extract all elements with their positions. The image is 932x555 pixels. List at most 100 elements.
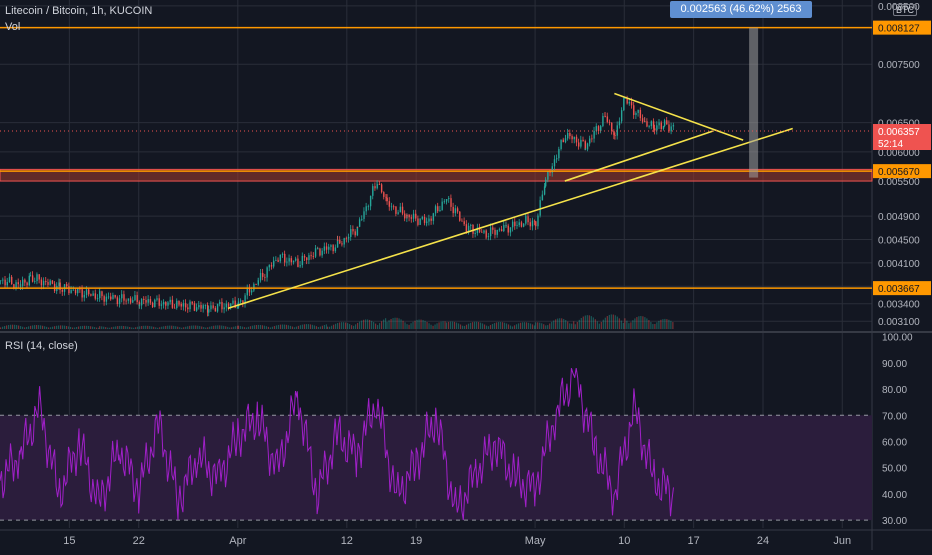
candle-body	[461, 220, 463, 222]
candle-body	[470, 224, 472, 226]
volume-bar	[38, 325, 40, 329]
volume-bar	[400, 319, 402, 329]
candle-body	[112, 295, 114, 300]
volume-bar	[195, 325, 197, 329]
volume-bar	[201, 326, 203, 329]
volume-bar	[414, 320, 416, 329]
candle-body	[94, 293, 97, 299]
candle-body	[374, 186, 376, 189]
volume-bar	[664, 318, 666, 329]
candle-body	[178, 303, 180, 305]
candle-body	[29, 275, 32, 277]
candle-body	[262, 272, 264, 277]
candle-body	[301, 255, 304, 266]
candle-body	[441, 201, 443, 210]
volume-bar	[44, 326, 46, 329]
volume-bar	[237, 325, 239, 329]
candle-body	[191, 301, 193, 304]
candle-body	[549, 171, 551, 173]
volume-bar	[20, 326, 22, 329]
rsi-line	[0, 367, 674, 521]
candle-body	[654, 128, 656, 131]
volume-bar	[428, 323, 430, 329]
x-tick-label: 17	[688, 535, 700, 547]
last-price-badge	[873, 124, 931, 151]
volume-bar	[394, 317, 396, 329]
candle-body	[450, 198, 452, 207]
volume-bar	[371, 320, 373, 329]
candle-body	[134, 295, 136, 301]
volume-bar	[145, 325, 147, 329]
candle-body	[206, 304, 209, 313]
volume-bar	[670, 320, 672, 329]
candle-body	[485, 236, 487, 238]
candle-body	[323, 246, 326, 251]
candle-body	[492, 227, 494, 230]
level-badge	[873, 164, 931, 179]
volume-bar	[432, 325, 434, 329]
y-tick-label: 0.007500	[878, 60, 920, 71]
volume-bar	[668, 319, 670, 329]
candle-body	[575, 136, 578, 143]
volume-bar	[309, 324, 312, 329]
volume-bar	[594, 319, 596, 329]
candle-body	[160, 304, 163, 306]
candle-body	[560, 139, 562, 150]
candle-body	[2, 279, 4, 281]
trendline	[614, 92, 744, 141]
volume-bar	[115, 326, 117, 329]
volume-bar	[52, 326, 54, 329]
candle-body	[279, 254, 282, 262]
volume-bar	[221, 325, 223, 329]
candle-body	[105, 296, 108, 302]
volume-bar	[608, 314, 610, 329]
countdown-label: 52:14	[878, 139, 903, 150]
candle-body	[214, 307, 217, 312]
candle-body	[28, 275, 31, 286]
volume-bar	[501, 322, 504, 329]
y-tick-label: 0.004500	[878, 235, 920, 246]
candle-body	[312, 256, 315, 257]
volume-bar	[279, 324, 282, 329]
rsi-band	[0, 415, 872, 521]
volume-bar	[187, 326, 189, 329]
volume-bar	[555, 319, 557, 329]
volume-bar	[231, 327, 233, 329]
currency-label[interactable]: BTC	[893, 4, 917, 16]
volume-bar	[215, 325, 217, 329]
volume-bar	[396, 317, 398, 329]
candle-body	[658, 122, 660, 126]
candle-body	[204, 304, 207, 306]
volume-bar	[103, 326, 105, 329]
volume-bar	[98, 327, 100, 329]
volume-bar	[652, 324, 654, 329]
last-price-label: 0.006357	[878, 127, 920, 138]
volume-bar	[189, 325, 191, 329]
volume-bar	[345, 322, 347, 329]
volume-bar	[58, 325, 60, 329]
candle-body	[15, 282, 17, 288]
candle-body	[125, 300, 127, 302]
candle-body	[143, 298, 145, 300]
volume-bar	[305, 324, 308, 329]
candle-body	[248, 288, 251, 293]
volume-bar	[84, 325, 86, 329]
candle-body	[90, 294, 92, 296]
volume-bar	[596, 321, 598, 329]
volume-bar	[337, 323, 339, 329]
candle-body	[4, 279, 6, 286]
volume-bar	[571, 323, 573, 329]
candle-body	[445, 199, 448, 200]
candle-body	[26, 282, 28, 286]
volume-bar	[297, 325, 300, 329]
candle-body	[616, 125, 618, 136]
candle-body	[465, 230, 468, 232]
volume-bar	[561, 318, 563, 329]
volume-bar	[430, 324, 432, 329]
volume-bar	[343, 322, 345, 329]
candle-body	[284, 253, 286, 263]
candle-body	[330, 245, 332, 247]
volume-bar	[383, 319, 385, 329]
volume-bar	[339, 322, 341, 329]
